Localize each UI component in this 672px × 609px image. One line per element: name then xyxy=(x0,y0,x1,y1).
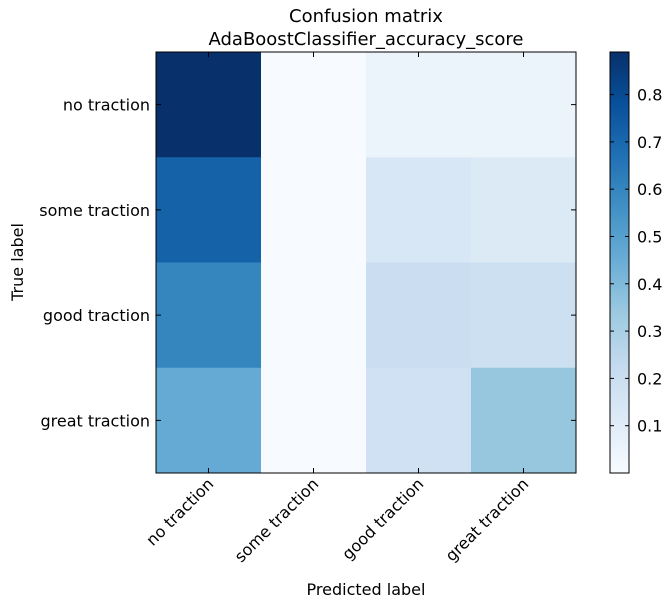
chart-title: Confusion matrix xyxy=(289,6,443,27)
colorbar-tick-label: 0.1 xyxy=(637,417,662,436)
colorbar-tick-label: 0.5 xyxy=(637,227,662,246)
matrix-cell xyxy=(471,157,577,263)
matrix-cell xyxy=(156,367,262,474)
y-axis-label: True label xyxy=(8,223,27,302)
matrix-cell xyxy=(261,262,367,369)
x-tick-label: no traction xyxy=(142,474,217,549)
y-tick-label: good traction xyxy=(43,306,150,325)
matrix-cell xyxy=(366,52,472,158)
matrix-cell xyxy=(156,52,262,158)
matrix-cell xyxy=(261,367,367,474)
matrix-cell xyxy=(471,262,577,369)
colorbar-tick-label: 0.2 xyxy=(637,369,662,388)
plot-frame xyxy=(155,51,577,474)
y-tick-label: no traction xyxy=(63,96,150,115)
matrix-cell xyxy=(471,52,577,158)
matrix-cell xyxy=(471,367,577,474)
colorbar-tick-label: 0.6 xyxy=(637,180,662,199)
matrix-cell xyxy=(156,262,262,369)
matrix-cell xyxy=(261,52,367,158)
matrix-cell xyxy=(366,157,472,263)
y-tick-label: great traction xyxy=(41,411,151,430)
colorbar-tick-label: 0.7 xyxy=(637,133,662,152)
matrix-cell xyxy=(156,157,262,263)
y-tick-label: some traction xyxy=(39,201,150,220)
matrix-cell xyxy=(366,262,472,369)
x-tick-label: some traction xyxy=(231,474,323,566)
matrix-cell xyxy=(366,367,472,474)
colorbar-tick-label: 0.3 xyxy=(637,322,662,341)
x-axis-label: Predicted label xyxy=(307,580,426,599)
colorbar-tick-label: 0.4 xyxy=(637,275,662,294)
colorbar-tick-label: 0.8 xyxy=(637,86,662,105)
chart-subtitle: AdaBoostClassifier_accuracy_score xyxy=(208,29,524,50)
x-tick-label: great traction xyxy=(441,474,532,565)
matrix-cell xyxy=(261,157,367,263)
x-tick-label: good traction xyxy=(338,474,427,563)
colorbar xyxy=(609,51,630,474)
